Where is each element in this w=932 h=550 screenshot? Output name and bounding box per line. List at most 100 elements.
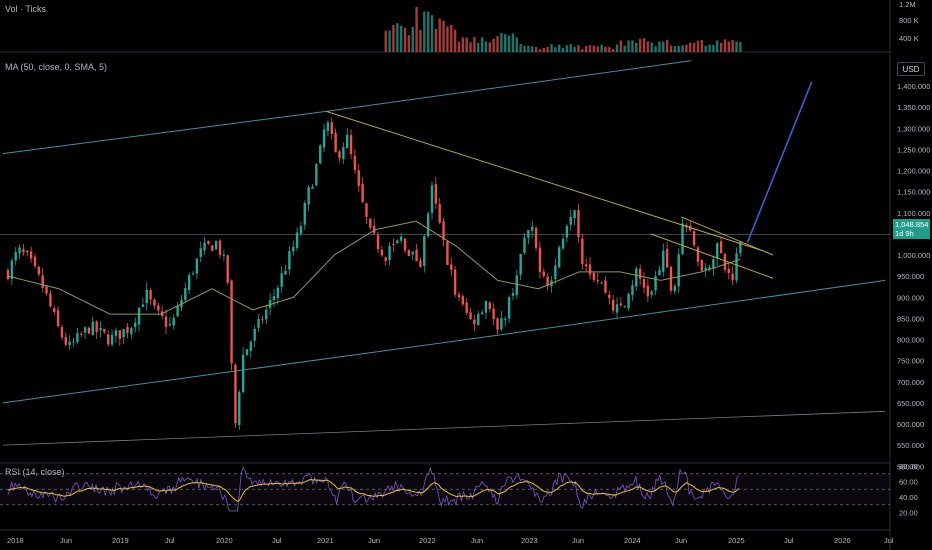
candle-body bbox=[519, 253, 522, 275]
candle-body bbox=[635, 268, 638, 287]
volume-bar bbox=[515, 37, 518, 52]
candle-body bbox=[226, 255, 229, 283]
candle-body bbox=[442, 221, 445, 241]
volume-bar bbox=[638, 38, 642, 52]
candle-body bbox=[604, 280, 607, 293]
candle-body bbox=[265, 309, 268, 320]
candle-body bbox=[230, 280, 233, 364]
volume-bar bbox=[658, 41, 661, 52]
time-tick-label: Jul bbox=[272, 536, 282, 545]
candle-body bbox=[353, 155, 357, 170]
candle-body bbox=[450, 264, 453, 270]
candle-body bbox=[114, 330, 118, 336]
candle-body bbox=[64, 337, 68, 345]
candle-body bbox=[384, 257, 387, 262]
volume-bar bbox=[727, 41, 730, 52]
price-tick-label: 1,000.000 bbox=[897, 251, 930, 260]
candle-body bbox=[461, 296, 465, 305]
volume-bar bbox=[484, 41, 488, 52]
wedge-mid-line bbox=[681, 216, 774, 256]
time-tick-label: Jun bbox=[572, 536, 584, 545]
candle-body bbox=[118, 330, 121, 339]
volume-bar bbox=[577, 45, 580, 52]
candle-body bbox=[642, 279, 646, 288]
candle-body bbox=[554, 265, 557, 280]
volume-bar bbox=[704, 45, 707, 52]
time-tick-label: Jul bbox=[784, 536, 794, 545]
volume-bar bbox=[619, 40, 623, 52]
candle-body bbox=[184, 287, 187, 300]
candle-body bbox=[45, 286, 48, 294]
volume-bar bbox=[554, 47, 557, 52]
candle-body bbox=[658, 269, 661, 276]
candle-body bbox=[195, 258, 199, 274]
candle-body bbox=[172, 317, 175, 326]
time-tick-label: 2024 bbox=[624, 536, 641, 545]
candle-body bbox=[87, 327, 91, 334]
candle-body bbox=[95, 321, 98, 332]
volume-indicator-label[interactable]: Vol · Ticks bbox=[5, 4, 47, 14]
volume-tick-label: 800 K bbox=[899, 16, 919, 25]
rsi-indicator-label[interactable]: RSI (14, close) bbox=[5, 467, 65, 477]
candle-body bbox=[619, 303, 623, 306]
candle-body bbox=[692, 231, 696, 246]
volume-bar bbox=[569, 44, 572, 52]
candle-body bbox=[650, 291, 653, 295]
candle-body bbox=[130, 328, 133, 335]
price-tick-label: 650.000 bbox=[897, 399, 924, 408]
last-price-tag: 1,048.854 1d 9h bbox=[893, 219, 930, 239]
candle-body bbox=[712, 259, 715, 269]
candle-body bbox=[80, 333, 83, 335]
candle-body bbox=[18, 247, 21, 254]
price-tick-label: 850.000 bbox=[897, 314, 924, 323]
candle-body bbox=[700, 259, 704, 271]
volume-bar bbox=[719, 42, 723, 52]
volume-bar bbox=[396, 23, 399, 52]
candle-body bbox=[315, 164, 318, 186]
candle-body bbox=[326, 122, 330, 132]
candle-body bbox=[280, 273, 283, 287]
rsi-line bbox=[7, 466, 740, 512]
candle-body bbox=[438, 204, 441, 223]
currency-button[interactable]: USD bbox=[897, 62, 925, 76]
volume-bar bbox=[542, 47, 545, 52]
candle-body bbox=[133, 322, 137, 327]
volume-tick-label: 400 K bbox=[899, 34, 919, 43]
volume-bar bbox=[511, 33, 515, 52]
volume-bar bbox=[650, 42, 653, 52]
candle-body bbox=[303, 202, 306, 225]
volume-bar bbox=[488, 42, 492, 52]
volume-bar bbox=[450, 24, 453, 52]
candle-body bbox=[411, 251, 414, 255]
candle-body bbox=[126, 327, 129, 334]
last-price-value: 1,048.854 bbox=[895, 220, 929, 229]
wedge-top-line bbox=[326, 110, 763, 252]
candle-body bbox=[253, 329, 256, 341]
volume-bar bbox=[403, 27, 407, 52]
candle-body bbox=[22, 249, 25, 253]
volume-bar bbox=[642, 38, 646, 52]
volume-bar bbox=[662, 41, 665, 52]
candle-body bbox=[392, 243, 395, 245]
volume-bar bbox=[423, 11, 426, 52]
candle-body bbox=[403, 238, 407, 251]
volume-bar bbox=[608, 47, 611, 52]
volume-bar bbox=[731, 39, 734, 52]
candle-body bbox=[638, 268, 642, 279]
time-tick-label: 2026 bbox=[834, 536, 851, 545]
rsi-tick-label: 20.00 bbox=[899, 509, 918, 518]
volume-bar bbox=[465, 37, 468, 52]
candle-body bbox=[716, 243, 719, 259]
candle-body bbox=[662, 250, 665, 272]
candle-body bbox=[288, 251, 291, 270]
volume-bar bbox=[457, 41, 461, 52]
ma-indicator-label[interactable]: MA (50, close, 0, SMA, 5) bbox=[5, 62, 108, 72]
volume-bar bbox=[600, 44, 603, 52]
candle-body bbox=[14, 252, 17, 261]
candle-body bbox=[496, 318, 499, 330]
volume-bar bbox=[419, 29, 422, 52]
candle-body bbox=[388, 245, 391, 261]
volume-bar bbox=[692, 42, 696, 52]
volume-tick-label: 1.2M bbox=[899, 0, 916, 9]
